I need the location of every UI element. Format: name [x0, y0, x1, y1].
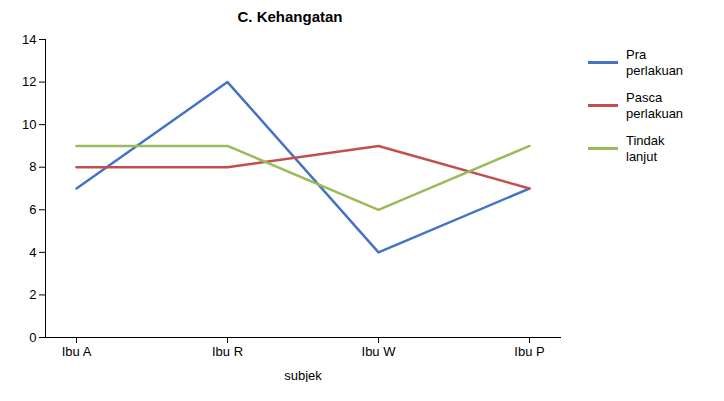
svg-text:0: 0: [29, 330, 36, 345]
svg-text:10: 10: [22, 117, 36, 132]
svg-text:Ibu W: Ibu W: [362, 344, 397, 359]
html-text:Tindak lanjut: Tindak lanjut: [626, 133, 665, 164]
svg-text:Ibu P: Ibu P: [514, 344, 544, 359]
svg-text:8: 8: [29, 159, 36, 174]
svg-text:6: 6: [29, 202, 36, 217]
html-text:Pasca perlakuan: Pasca perlakuan: [626, 90, 684, 121]
svg-text:12: 12: [22, 74, 36, 89]
html-text:Pra perlakuan: Pra perlakuan: [626, 47, 684, 78]
svg-text:4: 4: [29, 245, 36, 260]
svg-text:14: 14: [22, 32, 36, 47]
svg-text:subjek: subjek: [284, 368, 322, 383]
svg-text:Ibu A: Ibu A: [62, 344, 92, 359]
html-text:C. Kehangatan: C. Kehangatan: [237, 8, 343, 25]
svg-text:Ibu R: Ibu R: [212, 344, 243, 359]
svg-text:2: 2: [29, 287, 36, 302]
